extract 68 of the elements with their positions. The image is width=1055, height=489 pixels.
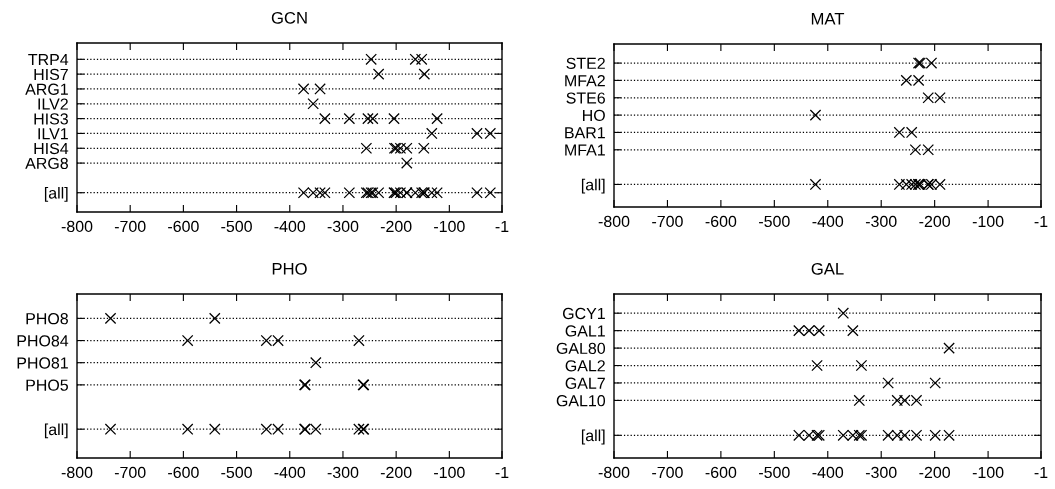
y-tick-label: GAL80: [556, 342, 606, 355]
x-tick-label: -700: [652, 215, 683, 228]
x-tick-label: -700: [652, 466, 683, 479]
x-tick-label: -1: [495, 220, 509, 232]
y-tick-label: GAL1: [565, 325, 605, 337]
y-tick-label: ARG8: [25, 157, 68, 170]
y-tick-label: HIS3: [34, 113, 68, 125]
x-tick-label: -1: [495, 466, 509, 478]
x-tick-label: -100: [434, 220, 465, 233]
x-tick-label: -100: [972, 215, 1004, 228]
x-tick-label: -400: [274, 466, 306, 479]
y-tick-label: HIS7: [34, 68, 68, 81]
x-tick-label: -600: [168, 466, 199, 479]
y-tick-label: MFA2: [565, 75, 605, 87]
x-tick-label: -500: [759, 215, 790, 228]
y-tick-label: [all]: [581, 178, 605, 194]
y-tick-label: GAL10: [556, 395, 606, 407]
y-tick-label: [all]: [44, 423, 68, 439]
y-tick-label: GAL2: [565, 360, 605, 372]
y-tick-label: PHO81: [17, 357, 68, 369]
y-tick-label: GAL7: [565, 377, 605, 389]
x-tick-label: -1: [1034, 215, 1048, 227]
x-tick-label: -300: [865, 466, 897, 479]
chart-title: PHO: [272, 262, 307, 275]
y-tick-label: ARG1: [25, 83, 68, 95]
x-tick-label: -800: [598, 466, 630, 479]
x-tick-label: -400: [812, 466, 844, 479]
x-tick-label: -200: [919, 466, 951, 479]
y-tick-label: MFA1: [565, 144, 605, 156]
y-tick-label: HIS4: [34, 142, 69, 155]
x-tick-label: -300: [327, 466, 359, 479]
x-tick-label: -700: [114, 220, 146, 233]
chart-title: GAL: [811, 262, 844, 275]
x-tick-label: -500: [221, 220, 252, 233]
x-tick-label: -400: [812, 215, 844, 228]
x-tick-label: -600: [705, 215, 737, 228]
x-tick-label: -800: [61, 466, 93, 479]
y-tick-label: [all]: [581, 429, 605, 445]
y-tick-label: GCY1: [562, 307, 605, 320]
y-tick-label: STE6: [566, 92, 605, 104]
x-tick-label: -600: [168, 220, 199, 233]
x-tick-label: -200: [919, 215, 951, 228]
y-tick-label: HO: [583, 109, 605, 122]
x-tick-label: -200: [380, 466, 412, 479]
y-tick-label: PHO84: [17, 335, 69, 347]
x-tick-label: -500: [759, 466, 790, 479]
x-tick-label: -100: [434, 466, 465, 479]
y-tick-label: ILV1: [38, 128, 68, 140]
y-tick-label: [all]: [44, 186, 68, 202]
x-tick-label: -400: [274, 220, 306, 233]
y-tick-label: PHO5: [26, 379, 68, 391]
chart-title: MAT: [811, 13, 845, 25]
x-tick-label: -300: [865, 215, 897, 228]
x-tick-label: -600: [705, 466, 737, 479]
y-tick-label: PHO8: [26, 313, 68, 325]
y-tick-label: TRP4: [28, 54, 69, 66]
x-tick-label: -800: [598, 215, 630, 228]
y-tick-label: STE2: [566, 57, 605, 70]
x-tick-label: -800: [61, 220, 93, 233]
y-tick-label: BAR1: [565, 127, 605, 139]
x-tick-label: -500: [221, 466, 252, 479]
x-tick-label: -300: [327, 220, 359, 233]
x-tick-label: -1: [1034, 466, 1048, 478]
x-tick-label: -700: [114, 466, 146, 479]
x-tick-label: -100: [972, 466, 1004, 479]
y-tick-label: ILV2: [38, 98, 68, 110]
x-tick-label: -200: [380, 220, 412, 233]
chart-title: GCN: [271, 11, 307, 24]
